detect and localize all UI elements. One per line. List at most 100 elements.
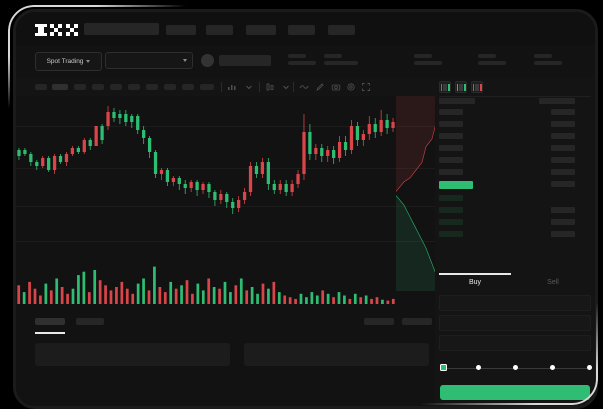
ticker-stat-volume-24h <box>534 54 562 65</box>
order-price-field[interactable] <box>439 295 591 311</box>
order-book-bid-price[interactable] <box>439 219 463 225</box>
order-book-ask-size[interactable] <box>551 169 575 175</box>
order-book-panel <box>435 78 595 273</box>
ticker-stat-high-24h <box>414 54 442 65</box>
nav-search-box[interactable] <box>84 23 159 35</box>
order-book-bid-price[interactable] <box>439 207 463 213</box>
timeframe-5[interactable] <box>110 84 122 90</box>
order-book-bid-price[interactable] <box>439 195 463 201</box>
nav-item-1[interactable] <box>166 25 196 35</box>
buy-submit-button[interactable] <box>440 385 590 400</box>
timeframe-4[interactable] <box>92 84 104 90</box>
nav-item-3[interactable] <box>246 25 276 35</box>
order-total-field[interactable] <box>439 335 591 351</box>
okx-trading-app: Spot Trading <box>16 12 595 406</box>
nav-item-2[interactable] <box>206 25 233 35</box>
ticker-stat-change-24h <box>324 54 358 65</box>
timeframe-8[interactable] <box>164 84 176 90</box>
bottom-card-right <box>244 343 429 366</box>
order-book-header-price <box>439 98 475 104</box>
timeframe-10[interactable] <box>200 84 214 90</box>
orderbook-last-price[interactable] <box>439 181 473 189</box>
order-book-ask-size[interactable] <box>551 121 575 127</box>
order-book-bid-size[interactable] <box>551 219 575 225</box>
percent-node-75[interactable] <box>549 364 555 370</box>
orders-panel <box>16 306 441 406</box>
orderbook-mode-both-icon[interactable] <box>439 81 451 93</box>
chevron-down-icon <box>183 59 187 62</box>
percent-node-50[interactable] <box>512 364 518 370</box>
order-book-ask-price[interactable] <box>439 121 463 127</box>
order-book-ask-size[interactable] <box>551 109 575 115</box>
indicator-dropdown-icon[interactable] <box>227 82 237 92</box>
volume-series <box>17 266 395 304</box>
chevron-down-icon[interactable] <box>244 82 254 92</box>
order-book-ask-price[interactable] <box>439 145 463 151</box>
toolbar-divider <box>293 82 294 92</box>
order-book-ask-price[interactable] <box>439 157 463 163</box>
nav-item-5[interactable] <box>328 25 355 35</box>
timeframe-2[interactable] <box>52 84 68 90</box>
gear-settings-icon[interactable] <box>346 82 356 92</box>
line-tool-icon[interactable] <box>299 82 309 92</box>
timeframe-6[interactable] <box>128 84 140 90</box>
okx-logo-icon[interactable] <box>35 24 78 36</box>
order-book-ask-price[interactable] <box>439 169 463 175</box>
bottom-tab-underline <box>35 332 65 334</box>
market-subheader: Spot Trading <box>16 45 595 78</box>
pencil-draw-icon[interactable] <box>315 82 325 92</box>
order-book-bid-size[interactable] <box>551 207 575 213</box>
tab-buy[interactable]: Buy <box>468 279 482 286</box>
bottom-tab-open-orders[interactable] <box>35 318 65 325</box>
percent-slider[interactable] <box>440 363 592 371</box>
bottom-action-1[interactable] <box>364 318 394 325</box>
order-book-rows <box>435 97 595 273</box>
order-book-bid-size[interactable] <box>551 231 575 237</box>
buy-sell-underline <box>439 273 511 275</box>
order-book-ask-size[interactable] <box>551 145 575 151</box>
timeframe-1[interactable] <box>35 84 47 90</box>
chart-gridline <box>16 206 441 207</box>
tab-sell[interactable]: Sell <box>547 279 559 286</box>
order-book-bid-price[interactable] <box>439 231 463 237</box>
device-frame: Spot Trading <box>13 9 598 409</box>
timeframe-3[interactable] <box>74 84 86 90</box>
top-navigation-bar <box>16 12 595 45</box>
percent-node-100[interactable] <box>586 364 592 370</box>
chart-gridline <box>16 168 441 169</box>
order-book-mode-group <box>439 81 483 93</box>
nav-item-4[interactable] <box>288 25 315 35</box>
bottom-action-2[interactable] <box>402 318 432 325</box>
price-chart[interactable] <box>16 96 441 306</box>
order-amount-field[interactable] <box>439 315 591 331</box>
chart-gridline <box>16 241 441 242</box>
candlestick-series <box>17 106 395 214</box>
camera-snapshot-icon[interactable] <box>331 82 341 92</box>
chart-type-icon[interactable] <box>265 82 275 92</box>
order-book-ask-price[interactable] <box>439 133 463 139</box>
orderbook-mode-asks-icon[interactable] <box>471 81 483 93</box>
ticker-stat-low-24h <box>478 54 506 65</box>
chart-gridline <box>16 126 441 127</box>
toolbar-divider <box>221 82 222 92</box>
toolbar-divider <box>259 82 260 92</box>
percent-slider-handle[interactable] <box>440 363 447 371</box>
orderbook-mode-bids-icon[interactable] <box>455 81 467 93</box>
bottom-tab-order-history[interactable] <box>76 318 104 325</box>
order-book-ask-size[interactable] <box>551 181 575 187</box>
order-book-divider <box>439 96 591 97</box>
spot-trading-dropdown[interactable]: Spot Trading <box>35 52 102 71</box>
pair-avatar <box>201 54 214 67</box>
ticker-stat-last-price <box>288 54 316 65</box>
bottom-card-left <box>35 343 230 366</box>
chevron-down-icon <box>86 60 91 63</box>
order-book-ask-price[interactable] <box>439 109 463 115</box>
order-book-ask-size[interactable] <box>551 133 575 139</box>
timeframe-7[interactable] <box>146 84 158 90</box>
fullscreen-icon[interactable] <box>361 82 371 92</box>
timeframe-9[interactable] <box>182 84 194 90</box>
order-book-ask-size[interactable] <box>551 157 575 163</box>
percent-node-25[interactable] <box>475 364 481 370</box>
chevron-down-icon[interactable] <box>281 82 291 92</box>
trading-pair-select[interactable] <box>105 52 193 69</box>
